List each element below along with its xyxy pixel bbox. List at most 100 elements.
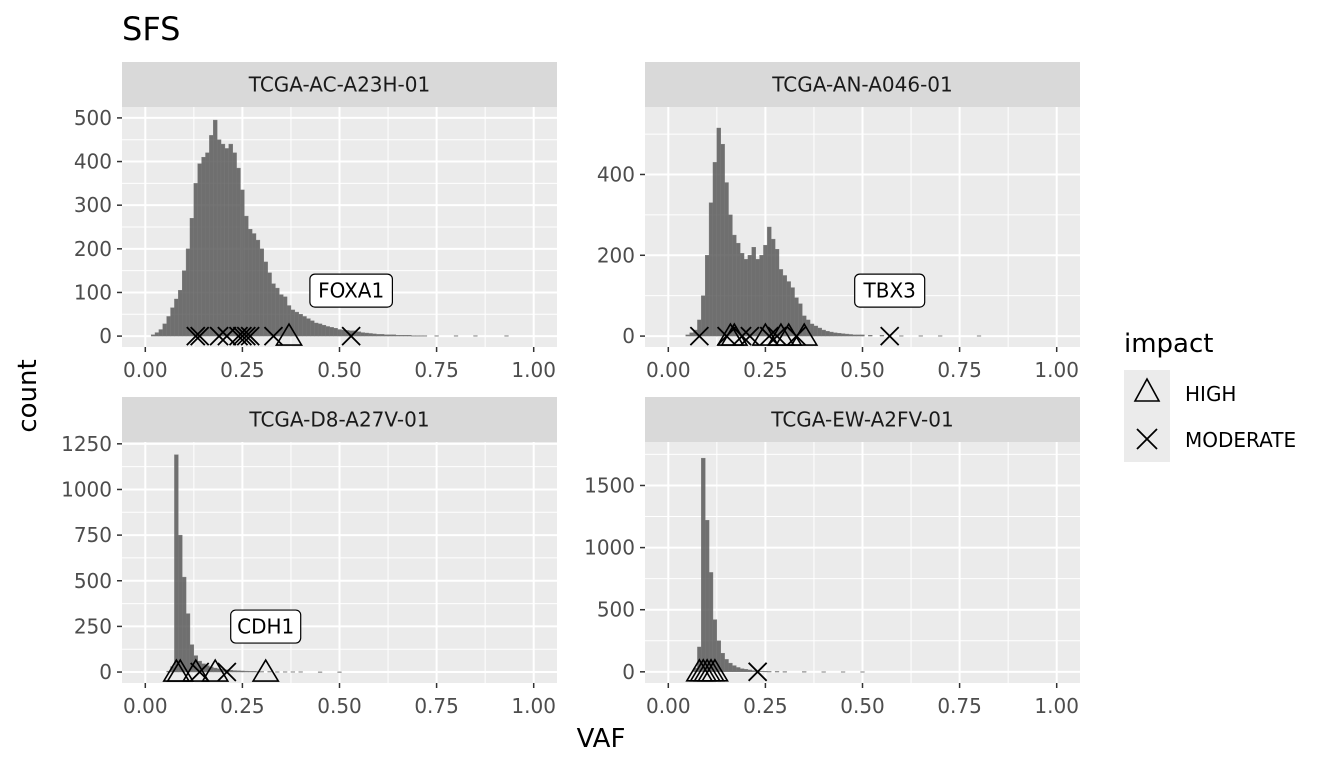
legend-title: impact — [1124, 329, 1213, 359]
histogram-bar — [728, 662, 733, 673]
y-tick-label: 400 — [74, 150, 112, 174]
histogram-bar — [938, 335, 943, 337]
histogram-bar — [209, 135, 214, 337]
histogram-bar — [724, 659, 729, 673]
histogram-bar — [728, 214, 733, 337]
histogram-bar — [189, 218, 195, 337]
histogram-bar — [852, 334, 857, 337]
histogram-bar — [817, 327, 822, 337]
histogram-bar — [201, 156, 206, 337]
histogram-bar — [275, 287, 280, 337]
y-tick-label: 0 — [622, 324, 635, 348]
histogram-bar — [224, 148, 230, 337]
histogram-bar — [918, 335, 923, 337]
histogram-bar — [837, 333, 842, 337]
histogram-bar — [240, 189, 245, 337]
histogram-bar — [290, 671, 296, 673]
histogram-bar — [248, 671, 253, 673]
histogram-bar — [321, 324, 327, 337]
x-tick-label: 1.00 — [1034, 358, 1079, 382]
histogram-bar — [166, 316, 171, 337]
histogram-bar — [325, 326, 330, 337]
histogram-bar — [306, 318, 311, 337]
histogram-bar — [248, 228, 253, 337]
x-tick-label: 0.00 — [646, 358, 691, 382]
facet-panels: TCGA-AC-A23H-01 0.00 0.25 0.50 0.75 1.00 0 100 2… — [61, 62, 1080, 718]
histogram-bar — [844, 333, 850, 337]
x-tick-label: 0.00 — [123, 694, 168, 718]
histogram-bar — [259, 671, 264, 673]
histogram-bar — [174, 298, 179, 337]
histogram-bar — [213, 667, 218, 673]
x-tick-label: 0.50 — [840, 694, 885, 718]
x-tick-label: 1.00 — [511, 694, 556, 718]
gene-label-box — [854, 273, 926, 308]
moderate-impact-marker — [263, 326, 284, 346]
moderate-impact-marker — [759, 326, 779, 346]
histogram-bar — [767, 226, 772, 337]
histogram-bar — [782, 671, 787, 673]
histogram-bar — [976, 335, 982, 337]
histogram-bar — [473, 335, 478, 337]
histogram-bar — [216, 139, 222, 337]
moderate-impact-marker — [186, 326, 206, 346]
histogram-bar — [708, 202, 714, 337]
gene-label: TBX3 — [863, 279, 916, 303]
histogram-bar — [701, 457, 706, 673]
histogram-bar — [263, 261, 268, 337]
histogram-bar — [395, 335, 400, 337]
histogram-bar — [178, 290, 183, 337]
legend: impact HIGH MODERATE — [1124, 329, 1296, 462]
legend-cross-icon — [1136, 428, 1158, 450]
histogram-bar — [236, 167, 241, 337]
histogram-bar — [244, 670, 249, 673]
histogram-bar — [724, 182, 729, 337]
high-impact-marker — [166, 658, 195, 682]
gene-label: CDH1 — [237, 615, 294, 639]
high-impact-marker — [251, 658, 280, 682]
x-tick-label: 0.25 — [743, 358, 788, 382]
histogram-bar — [860, 671, 865, 673]
moderate-impact-marker — [740, 326, 760, 346]
histogram-bar — [833, 332, 838, 337]
x-tick-label: 0.50 — [317, 358, 362, 382]
histogram-bar — [774, 249, 780, 337]
histogram-bar — [162, 323, 167, 337]
y-tick-label: 750 — [74, 523, 112, 547]
histogram-bar — [763, 244, 768, 337]
histogram-bar — [504, 335, 509, 337]
histogram-bar — [747, 669, 753, 673]
histogram-bar — [705, 520, 710, 673]
x-tick-label: 0.25 — [220, 358, 265, 382]
moderate-impact-marker — [240, 326, 260, 346]
y-tick-label: 1500 — [584, 473, 635, 497]
facet-panel-4: TCGA-EW-A2FV-01 0.00 0.25 0.50 0.75 1.00 0 500 1… — [584, 397, 1080, 718]
moderate-impact-marker — [341, 326, 361, 346]
histogram-bar — [848, 334, 853, 337]
facet-panel-1: TCGA-AC-A23H-01 0.00 0.25 0.50 0.75 1.00 0 100 2… — [74, 62, 557, 382]
histogram-bar — [286, 305, 292, 337]
moderate-impact-marker — [236, 326, 256, 346]
y-tick-label: 1000 — [584, 536, 635, 560]
histogram-bar — [360, 332, 365, 337]
histogram-bar — [236, 670, 241, 673]
legend-triangle-icon — [1133, 377, 1161, 402]
moderate-impact-marker — [190, 662, 210, 682]
histogram-bar — [860, 334, 865, 337]
histogram-bar — [170, 307, 175, 337]
chart-title: SFS — [122, 10, 180, 48]
histogram-bar — [251, 671, 257, 673]
histogram-bar — [356, 331, 362, 337]
x-axis-title: VAF — [577, 724, 626, 754]
histogram-bar — [197, 163, 202, 337]
histogram-bar — [422, 335, 428, 337]
histogram-bar — [743, 669, 749, 673]
histogram-bar — [685, 334, 690, 337]
x-tick-label: 0.00 — [646, 694, 691, 718]
facet-panel-3: TCGA-D8-A27V-01 0.00 0.25 0.50 0.75 1.00 0 250 5… — [61, 397, 557, 718]
histogram-bar — [751, 247, 756, 337]
histogram-bar — [185, 613, 191, 673]
histogram-bar — [267, 272, 272, 337]
histogram-bar — [774, 671, 780, 673]
legend-label-high: HIGH — [1185, 382, 1236, 406]
